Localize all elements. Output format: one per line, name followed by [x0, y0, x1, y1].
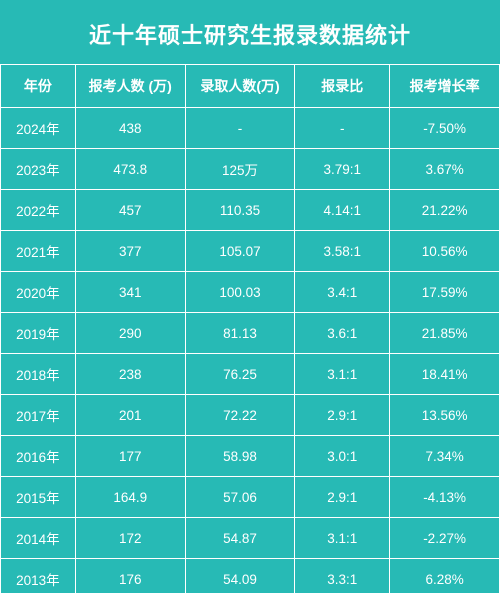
- table-container: 近十年硕士研究生报录数据统计 年份 报考人数 (万) 录取人数(万) 报录比 报…: [0, 0, 500, 553]
- col-header-admit: 录取人数(万): [185, 65, 295, 108]
- table-cell: 4.14:1: [295, 190, 390, 231]
- table-cell: 2.9:1: [295, 395, 390, 436]
- table-cell: 2021年: [1, 231, 76, 272]
- table-row: 2017年20172.222.9:113.56%: [1, 395, 500, 436]
- table-cell: 164.9: [75, 477, 185, 518]
- table-cell: 125万: [185, 149, 295, 190]
- table-cell: 177: [75, 436, 185, 477]
- table-cell: 72.22: [185, 395, 295, 436]
- table-cell: 3.1:1: [295, 354, 390, 395]
- table-cell: 3.4:1: [295, 272, 390, 313]
- table-cell: 3.6:1: [295, 313, 390, 354]
- table-cell: 58.98: [185, 436, 295, 477]
- table-cell: -2.27%: [390, 518, 500, 559]
- table-cell: 201: [75, 395, 185, 436]
- table-cell: 2022年: [1, 190, 76, 231]
- table-cell: 2013年: [1, 559, 76, 594]
- table-cell: 2023年: [1, 149, 76, 190]
- table-cell: 377: [75, 231, 185, 272]
- col-header-growth: 报考增长率: [390, 65, 500, 108]
- table-row: 2015年164.957.062.9:1-4.13%: [1, 477, 500, 518]
- table-row: 2014年17254.873.1:1-2.27%: [1, 518, 500, 559]
- table-cell: 54.09: [185, 559, 295, 594]
- table-cell: 3.1:1: [295, 518, 390, 559]
- table-cell: 21.22%: [390, 190, 500, 231]
- table-row: 2020年341100.033.4:117.59%: [1, 272, 500, 313]
- table-cell: 457: [75, 190, 185, 231]
- table-cell: 3.3:1: [295, 559, 390, 594]
- table-cell: 105.07: [185, 231, 295, 272]
- table-cell: 18.41%: [390, 354, 500, 395]
- table-cell: 21.85%: [390, 313, 500, 354]
- table-cell: 2014年: [1, 518, 76, 559]
- col-header-year: 年份: [1, 65, 76, 108]
- col-header-apply: 报考人数 (万): [75, 65, 185, 108]
- table-row: 2022年457110.354.14:121.22%: [1, 190, 500, 231]
- table-cell: -7.50%: [390, 108, 500, 149]
- table-cell: 2017年: [1, 395, 76, 436]
- table-cell: 2024年: [1, 108, 76, 149]
- table-cell: 81.13: [185, 313, 295, 354]
- table-cell: 238: [75, 354, 185, 395]
- table-row: 2016年17758.983.0:17.34%: [1, 436, 500, 477]
- table-row: 2018年23876.253.1:118.41%: [1, 354, 500, 395]
- table-cell: 3.67%: [390, 149, 500, 190]
- table-cell: 172: [75, 518, 185, 559]
- table-cell: 341: [75, 272, 185, 313]
- table-cell: 6.28%: [390, 559, 500, 594]
- table-cell: 2015年: [1, 477, 76, 518]
- table-cell: 110.35: [185, 190, 295, 231]
- table-cell: 2.9:1: [295, 477, 390, 518]
- table-cell: 17.59%: [390, 272, 500, 313]
- table-cell: 10.56%: [390, 231, 500, 272]
- table-cell: 3.79:1: [295, 149, 390, 190]
- table-cell: 57.06: [185, 477, 295, 518]
- table-cell: 2019年: [1, 313, 76, 354]
- table-row: 2013年17654.093.3:16.28%: [1, 559, 500, 594]
- table-cell: 13.56%: [390, 395, 500, 436]
- table-cell: 2016年: [1, 436, 76, 477]
- table-cell: -: [295, 108, 390, 149]
- table-row: 2021年377105.073.58:110.56%: [1, 231, 500, 272]
- table-cell: 7.34%: [390, 436, 500, 477]
- table-cell: 438: [75, 108, 185, 149]
- table-row: 2023年473.8125万3.79:13.67%: [1, 149, 500, 190]
- table-cell: -: [185, 108, 295, 149]
- table-cell: 76.25: [185, 354, 295, 395]
- header-row: 年份 报考人数 (万) 录取人数(万) 报录比 报考增长率: [1, 65, 500, 108]
- table-row: 2019年29081.133.6:121.85%: [1, 313, 500, 354]
- table-body: 2024年438---7.50%2023年473.8125万3.79:13.67…: [1, 108, 500, 594]
- table-cell: 176: [75, 559, 185, 594]
- table-cell: 2018年: [1, 354, 76, 395]
- table-cell: 3.58:1: [295, 231, 390, 272]
- table-cell: 100.03: [185, 272, 295, 313]
- table-row: 2024年438---7.50%: [1, 108, 500, 149]
- table-wrapper: 年份 报考人数 (万) 录取人数(万) 报录比 报考增长率 2024年438--…: [0, 64, 500, 594]
- table-cell: 54.87: [185, 518, 295, 559]
- page-title: 近十年硕士研究生报录数据统计: [0, 0, 500, 64]
- table-cell: 473.8: [75, 149, 185, 190]
- data-table: 年份 报考人数 (万) 录取人数(万) 报录比 报考增长率 2024年438--…: [0, 64, 500, 594]
- col-header-ratio: 报录比: [295, 65, 390, 108]
- table-cell: 3.0:1: [295, 436, 390, 477]
- table-cell: 290: [75, 313, 185, 354]
- table-cell: 2020年: [1, 272, 76, 313]
- table-cell: -4.13%: [390, 477, 500, 518]
